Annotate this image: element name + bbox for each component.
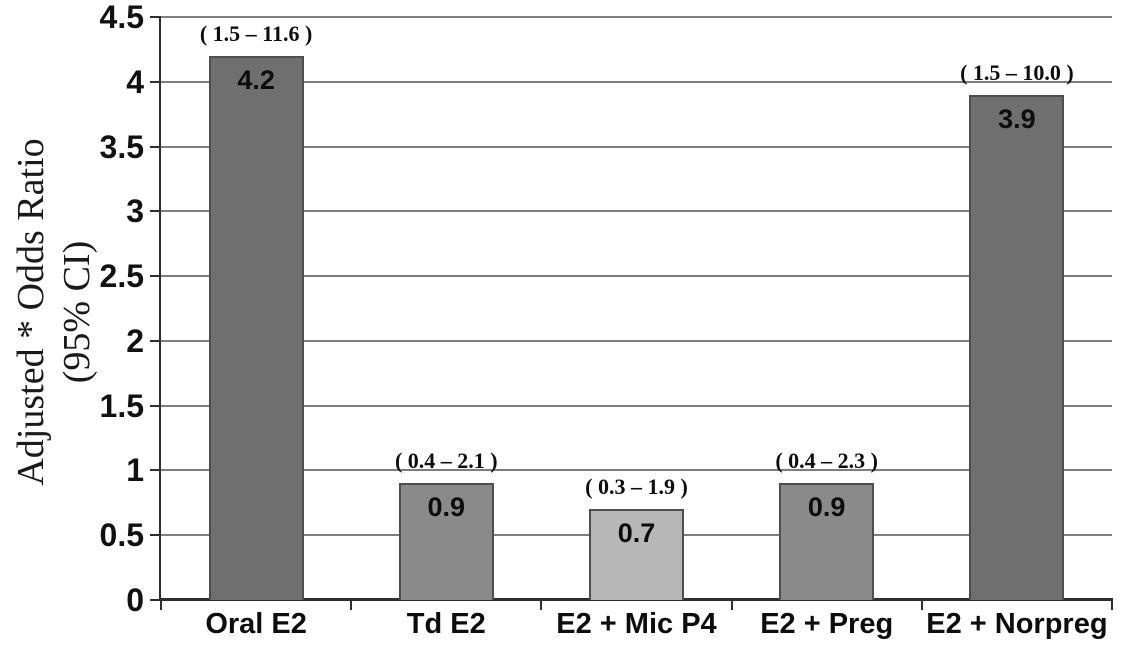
bar-value-label: 4.2	[237, 64, 275, 95]
x-axis-tick	[540, 601, 543, 610]
category-label: E2 + Preg	[760, 608, 894, 640]
y-axis-tick	[150, 210, 160, 213]
ci-label: ( 0.3 – 1.9 )	[585, 474, 688, 500]
y-tick-label: 2	[126, 322, 144, 359]
gridline	[161, 80, 1112, 83]
gridline	[161, 210, 1112, 213]
gridline	[161, 339, 1112, 342]
x-axis-tick	[920, 601, 923, 610]
y-tick-label: 0.5	[99, 517, 144, 554]
bar-value-label: 0.7	[617, 518, 656, 549]
ci-label: ( 1.5 – 10.0 )	[960, 59, 1074, 85]
gridline	[161, 469, 1112, 472]
y-tick-label: 1.5	[99, 387, 144, 424]
y-axis-tick	[150, 469, 160, 472]
bar-td-e2	[398, 483, 494, 600]
category-label: E2 + Norpreg	[926, 608, 1108, 640]
y-axis-tick	[150, 339, 160, 342]
bar-value-label: 0.9	[807, 492, 846, 523]
gridline	[161, 16, 1112, 18]
bar-value-label: 0.9	[427, 492, 466, 523]
y-axis-tick	[150, 275, 160, 278]
y-axis-tick	[150, 16, 160, 18]
y-axis-tick	[150, 404, 160, 407]
y-axis-tick	[150, 80, 160, 83]
y-axis-tick	[150, 599, 160, 601]
bar-e2-preg	[779, 483, 875, 600]
y-tick-label: 1	[126, 452, 144, 489]
y-tick-label: 4	[126, 63, 144, 100]
ci-label: ( 1.5 – 11.6 )	[199, 20, 313, 46]
gridline	[161, 275, 1112, 278]
bar-oral-e2	[208, 55, 304, 600]
bar-e2-mic-p4	[589, 509, 684, 600]
y-tick-label: 4.5	[99, 0, 144, 35]
bar-value-label: 3.9	[998, 103, 1036, 134]
category-label: Td E2	[406, 608, 486, 640]
y-axis-tick	[150, 145, 160, 148]
y-axis-title-line1: Adjusted * Odds Ratio	[10, 138, 52, 486]
y-tick-label: 0	[126, 582, 144, 618]
gridline	[161, 404, 1112, 407]
ci-label: ( 0.4 – 2.1 )	[394, 448, 498, 474]
gridline	[161, 145, 1112, 148]
bar-e2-norpreg	[969, 94, 1065, 600]
x-axis-tick	[160, 601, 162, 610]
y-tick-label: 3.5	[99, 128, 144, 165]
category-label: E2 + Mic P4	[556, 608, 717, 640]
category-label: Oral E2	[205, 608, 307, 640]
x-axis-tick	[1111, 601, 1113, 610]
y-axis-line	[159, 16, 161, 600]
ci-label: ( 0.4 – 2.3 )	[775, 448, 879, 474]
x-axis-tick	[350, 601, 353, 610]
y-tick-label: 2.5	[99, 258, 144, 295]
y-tick-label: 3	[126, 193, 144, 230]
y-axis-tick	[150, 534, 160, 537]
x-axis-tick	[730, 601, 733, 610]
